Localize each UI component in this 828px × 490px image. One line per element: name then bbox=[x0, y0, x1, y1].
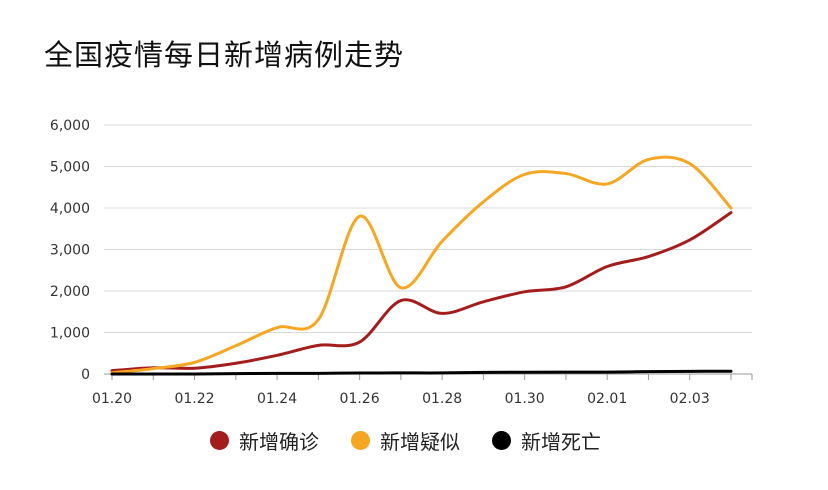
series-line-suspected bbox=[110, 155, 733, 375]
legend-item-suspected[interactable]: 新增疑似 bbox=[351, 426, 460, 455]
x-tick-label: 01.26 bbox=[340, 391, 380, 407]
legend-swatch-suspected bbox=[351, 431, 370, 450]
y-tick-label: 0 bbox=[81, 367, 90, 383]
x-tick-label: 01.24 bbox=[257, 391, 297, 407]
y-tick-label: 1,000 bbox=[50, 326, 90, 342]
y-tick-label: 6,000 bbox=[50, 118, 90, 134]
x-tick-label: 01.22 bbox=[174, 391, 214, 407]
series-line-confirmed bbox=[110, 211, 733, 373]
legend-label-deaths: 新增死亡 bbox=[521, 430, 601, 454]
x-tick-label: 01.30 bbox=[505, 391, 545, 407]
legend-label-suspected: 新增疑似 bbox=[380, 430, 460, 454]
y-tick-label: 2,000 bbox=[50, 284, 90, 300]
x-tick-label: 01.20 bbox=[92, 391, 132, 407]
chart-title: 全国疫情每日新增病例走势 bbox=[44, 38, 405, 72]
x-tick-label: 01.28 bbox=[422, 391, 462, 407]
legend-swatch-deaths bbox=[492, 431, 511, 450]
series-line-deaths bbox=[110, 369, 733, 376]
y-tick-label: 3,000 bbox=[50, 243, 90, 259]
legend-item-confirmed[interactable]: 新增确诊 bbox=[210, 426, 319, 455]
y-tick-label: 4,000 bbox=[50, 201, 90, 217]
legend-label-confirmed: 新增确诊 bbox=[239, 430, 319, 454]
x-tick-label: 02.03 bbox=[670, 391, 710, 407]
legend-swatch-confirmed bbox=[210, 431, 229, 450]
legend-item-deaths[interactable]: 新增死亡 bbox=[492, 426, 601, 455]
chart-legend: 新增确诊 新增疑似 新增死亡 bbox=[210, 426, 633, 455]
x-tick-label: 02.01 bbox=[587, 391, 627, 407]
y-tick-label: 5,000 bbox=[50, 160, 90, 176]
